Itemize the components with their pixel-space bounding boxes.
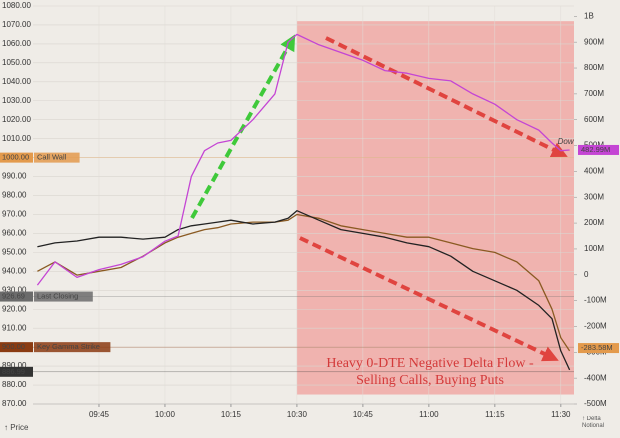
y-tick-label: 1030.00 [2,96,31,105]
price-tag-name: Call Wall [37,153,67,162]
y-tick-label: 960.00 [2,229,27,238]
annotation: Selling Calls, Buying Puts [356,373,504,388]
y2-tick-label: 900M [584,37,604,46]
x-tick-label: 11:15 [485,410,505,419]
y2-tick-label: -500M [584,399,607,408]
y2-tick-label: 200M [584,218,604,227]
trend-arrow [299,236,559,362]
y2-tick-label: -400M [584,373,607,382]
series-line [37,210,571,371]
y-axis-label: ↑ Price [4,423,29,432]
price-tag-label: 1000.00 [2,153,29,162]
y-tick-label: 870.00 [2,399,27,408]
y-tick-label: 880.00 [2,380,27,389]
y-tick-label: 1070.00 [2,20,31,29]
y-tick-label: 950.00 [2,247,27,256]
x-tick-label: 10:00 [155,410,176,419]
y-tick-label: 910.00 [2,323,27,332]
price-tag-name: Key Gamma Strike [37,342,100,351]
y2-tick-label: -100M [584,296,607,305]
y2-tick-label: 400M [584,167,604,176]
x-tick-label: 09:45 [89,410,110,419]
y-tick-label: 1040.00 [2,77,31,86]
y2-tick-label: 1B [584,11,594,20]
y2-axis-label: ↑ Delta Notional [582,416,605,429]
y2-tick-label: -200M [584,322,607,331]
y-tick-label: 1080.00 [2,1,31,10]
price-tag-name-bg [34,342,111,353]
shaded-region [296,21,574,395]
y-tick-label: 1010.00 [2,134,31,143]
y2-tick-label: 800M [584,63,604,72]
x-tick-label: 11:30 [551,410,571,419]
series-label: Dow [558,137,575,146]
x-tick-label: 11:00 [419,410,439,419]
price-tag-name-bg [34,291,93,302]
y2-tag [578,343,619,354]
y2-tag-label: 482.99M [581,145,610,154]
y-tick-label: 990.00 [2,172,27,181]
y2-tag [578,144,619,155]
y-tick-label: 920.00 [2,304,27,313]
y2-tick-label: 300M [584,192,604,201]
y-tick-label: 980.00 [2,191,27,200]
series-line [36,33,570,286]
y2-tag-label: -283.58M [581,343,613,352]
price-tag-label: 926.69 [2,292,25,301]
y-tick-label: 1060.00 [2,39,31,48]
y-tick-label: 970.00 [2,210,27,219]
annotation: Heavy 0-DTE Negative Delta Flow - [326,356,534,371]
price-tag-label: 900.00 [2,342,25,351]
x-tick-label: 10:45 [353,410,374,419]
x-tick-label: 10:30 [287,410,308,419]
y-tick-label: 1020.00 [2,115,31,124]
y2-tick-label: 100M [584,244,604,253]
price-tag [0,152,33,163]
y-tick-label: 930.00 [2,285,27,294]
x-tick-label: 10:15 [221,410,242,419]
price-tag [0,291,33,302]
price-tag [0,366,33,377]
y-tick-label: 890.00 [2,361,27,370]
price-tag-label: 886.99 [2,367,25,376]
y2-axis-label-box: ↑ Delta Notional [582,416,605,429]
y2-tick-label: 700M [584,89,604,98]
y-tick-label: 1050.00 [2,58,31,67]
y-tick-label: 940.00 [2,266,27,275]
y2-tick-label: 0 [584,270,589,279]
price-tag-name: Last Closing [37,292,78,301]
y2-tick-label: 600M [584,115,604,124]
price-tag [0,342,33,353]
trend-arrow [325,36,568,157]
price-tag-name-bg [34,152,80,163]
trend-arrow [190,34,296,219]
